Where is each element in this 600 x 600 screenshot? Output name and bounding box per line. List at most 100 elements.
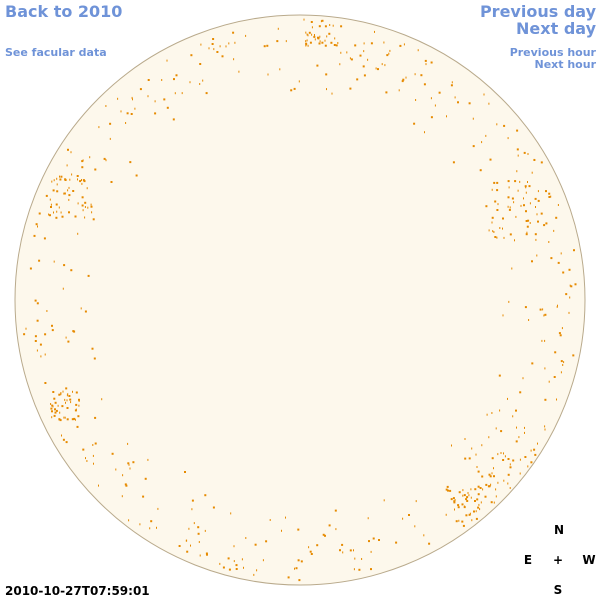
facula [533,448,536,451]
facula [186,550,189,553]
facula [35,223,38,226]
facular-link[interactable]: See facular data [5,46,107,59]
facula [205,552,208,555]
facula [58,393,61,396]
facula [487,485,490,488]
facula [328,524,331,527]
facula [228,568,231,571]
facula [423,83,426,86]
facula [508,208,511,211]
facula [233,545,235,548]
facula [467,492,469,494]
facula [457,504,460,507]
facula [219,562,221,565]
facula [186,539,188,542]
facula [84,201,87,204]
facula [370,42,373,45]
facula [52,391,55,393]
facula [205,92,208,95]
facula [414,73,416,76]
facula [550,195,552,198]
facula [49,198,51,201]
compass-south: S [554,583,563,597]
facula [202,79,204,82]
back-link[interactable]: Back to 2010 [5,2,122,21]
facula [265,540,268,543]
facula [507,458,510,460]
facula [98,126,100,129]
facula [511,267,513,270]
facula [331,92,333,95]
facula [256,569,258,572]
facula [48,213,50,216]
next-day-link[interactable]: Next day [516,19,597,38]
facula [524,306,527,309]
facula [60,175,63,178]
facula [543,224,546,227]
facula [53,414,56,417]
facula [465,498,468,501]
facula [519,472,521,475]
facula [64,416,66,419]
facula [560,371,562,374]
facula [524,456,527,458]
facula [413,122,416,125]
facula [554,351,557,354]
facula [349,57,351,60]
facula [485,483,488,486]
facula [86,187,88,190]
facula [69,398,72,401]
facula [494,236,497,238]
facula [66,164,68,167]
facula [502,227,503,230]
facula [470,488,472,491]
facula [507,180,510,183]
facula [386,54,389,57]
facula [519,391,522,394]
facula [531,171,533,174]
facula [491,412,493,414]
facula [363,50,365,53]
facula [455,520,458,523]
facula [53,179,55,182]
previous-hour-link[interactable]: Previous hour [510,46,597,59]
facula [543,314,545,317]
facula [339,63,341,66]
facula [66,399,68,402]
facula [181,92,183,95]
facula [147,458,149,461]
previous-day-link[interactable]: Previous day [480,2,597,21]
facula [544,339,546,342]
facula [317,36,319,39]
facula [82,209,84,212]
facula [562,271,565,274]
facula [310,553,313,555]
facula [72,190,75,192]
facula [308,31,311,34]
facula [498,374,501,377]
facula [372,537,375,540]
facula [559,334,562,337]
facula [548,241,550,243]
facula [225,45,227,48]
facula [53,397,56,400]
facula [574,283,577,286]
facula [142,495,145,498]
facula [557,304,558,307]
facula [334,509,337,512]
facula [569,296,571,299]
facula [45,194,48,197]
facula [563,361,565,364]
facula [540,161,543,164]
facula [523,151,526,154]
facula [329,24,331,26]
facula [230,512,232,515]
facula [93,462,94,465]
facula [216,51,219,53]
facula [492,230,494,233]
facula [199,83,201,85]
facula [81,166,84,169]
faculae [23,18,577,582]
next-hour-link[interactable]: Next hour [535,58,597,71]
facula [34,335,37,338]
